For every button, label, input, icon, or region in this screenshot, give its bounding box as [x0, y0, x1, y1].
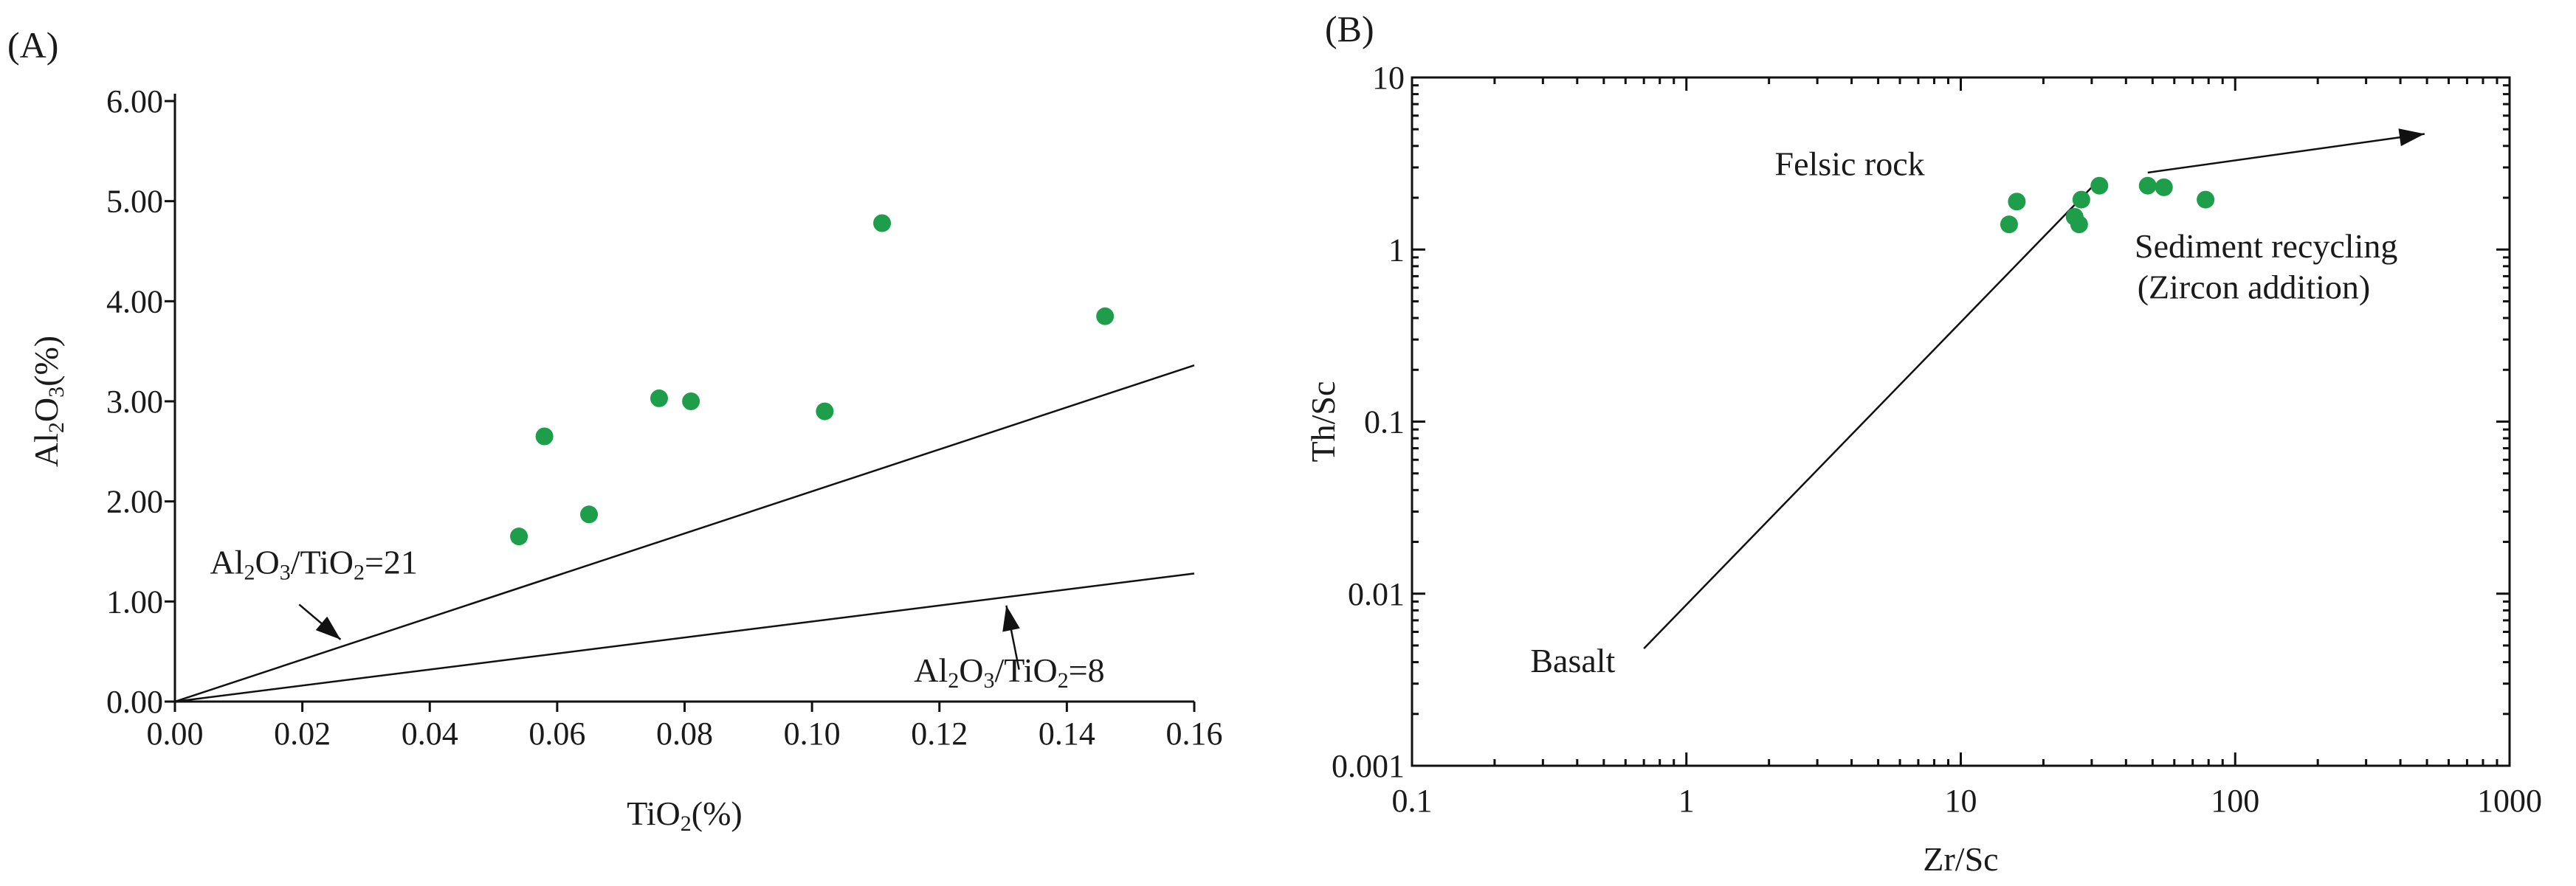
y-tick-label-a: 1.00 [106, 584, 163, 620]
x-tick-label-a: 0.10 [784, 716, 841, 752]
data-point-b [2197, 190, 2215, 209]
y-tick-label-a: 3.00 [106, 384, 163, 420]
y-tick-label-a: 4.00 [106, 283, 163, 319]
x-tick-label-a: 0.16 [1166, 716, 1223, 752]
sediment-recycling-arrowhead [2398, 128, 2425, 147]
data-point-a [1096, 307, 1115, 325]
data-point-a [580, 505, 599, 524]
x-tick-label-b: 1 [1678, 783, 1695, 819]
y-tick-label-b: 0.1 [1364, 404, 1405, 440]
annotation-b-1: Sediment recycling [2135, 227, 2397, 265]
x-tick-label-b: 100 [2211, 783, 2259, 819]
reference-label-8: Al2O3/TiO2=8 [914, 651, 1104, 693]
reference-arrowhead-8 [1002, 605, 1020, 632]
x-tick-label-a: 0.12 [911, 716, 968, 752]
data-point-a [650, 389, 668, 407]
annotation-b-3: Basalt [1530, 642, 1615, 679]
data-point-b [2008, 193, 2026, 211]
y-tick-label-a: 6.00 [106, 83, 163, 120]
x-tick-label-b: 1000 [2477, 783, 2542, 819]
y-tick-label-a: 0.00 [106, 684, 163, 720]
sediment-recycling-arrow [2147, 133, 2425, 174]
chart-b: (B) 0.001 0.01 0.1 1 10 0.1 1 10 100 1000 Zr/Sc Th/S… [1304, 8, 2542, 878]
x-tick-label-a: 0.00 [147, 716, 204, 752]
data-point-b [2155, 178, 2173, 196]
data-point-b [2138, 176, 2157, 195]
annotation-b-2: (Zircon addition) [2138, 268, 2371, 305]
data-point-b [2000, 215, 2018, 234]
y-tick-label-b: 0.01 [1348, 576, 1405, 612]
data-point-b [2070, 215, 2088, 234]
y-tick-label-a: 5.00 [106, 184, 163, 220]
x-tick-label-a: 0.08 [656, 716, 713, 752]
basalt-felsic-trend-line [1643, 187, 2093, 649]
panel-label-b: (B) [1325, 8, 1374, 49]
reference-label-21: Al2O3/TiO2=21 [210, 543, 417, 584]
data-point-a [873, 214, 892, 232]
panel-label-a: (A) [7, 24, 58, 66]
chart-a: (A) 0.00 1.00 2.00 3.00 4.00 5.00 6.00 0.00 0.02 0… [7, 24, 1223, 836]
x-axis-label-b: Zr/Sc [1923, 840, 1998, 878]
data-point-b [2090, 176, 2109, 195]
y-tick-label-b: 10 [1372, 60, 1405, 96]
y-axis-label-b: Th/Sc [1304, 381, 1342, 463]
annotation-b-0: Felsic rock [1775, 145, 1925, 183]
x-axis-label-a: TiO2(%) [627, 795, 742, 836]
y-tick-label-a: 2.00 [106, 484, 163, 520]
data-point-a [535, 427, 554, 446]
data-point-a [510, 527, 528, 546]
y-tick-label-b: 1 [1388, 232, 1405, 268]
x-tick-label-b: 10 [1945, 783, 1977, 819]
x-tick-label-b: 0.1 [1392, 783, 1433, 819]
reference-line-8 [174, 572, 1195, 703]
reference-line-21 [174, 364, 1195, 703]
data-point-a [816, 402, 834, 420]
data-point-a [682, 392, 700, 410]
data-point-b [2072, 190, 2090, 209]
x-tick-label-a: 0.02 [274, 716, 331, 752]
y-tick-label-b: 0.001 [1332, 748, 1405, 784]
x-tick-label-a: 0.04 [402, 716, 458, 752]
x-tick-label-a: 0.14 [1039, 716, 1095, 752]
reference-arrowhead-21 [315, 616, 341, 640]
x-tick-label-a: 0.06 [528, 716, 585, 752]
y-axis-label-a: Al2O3(%) [27, 336, 69, 467]
